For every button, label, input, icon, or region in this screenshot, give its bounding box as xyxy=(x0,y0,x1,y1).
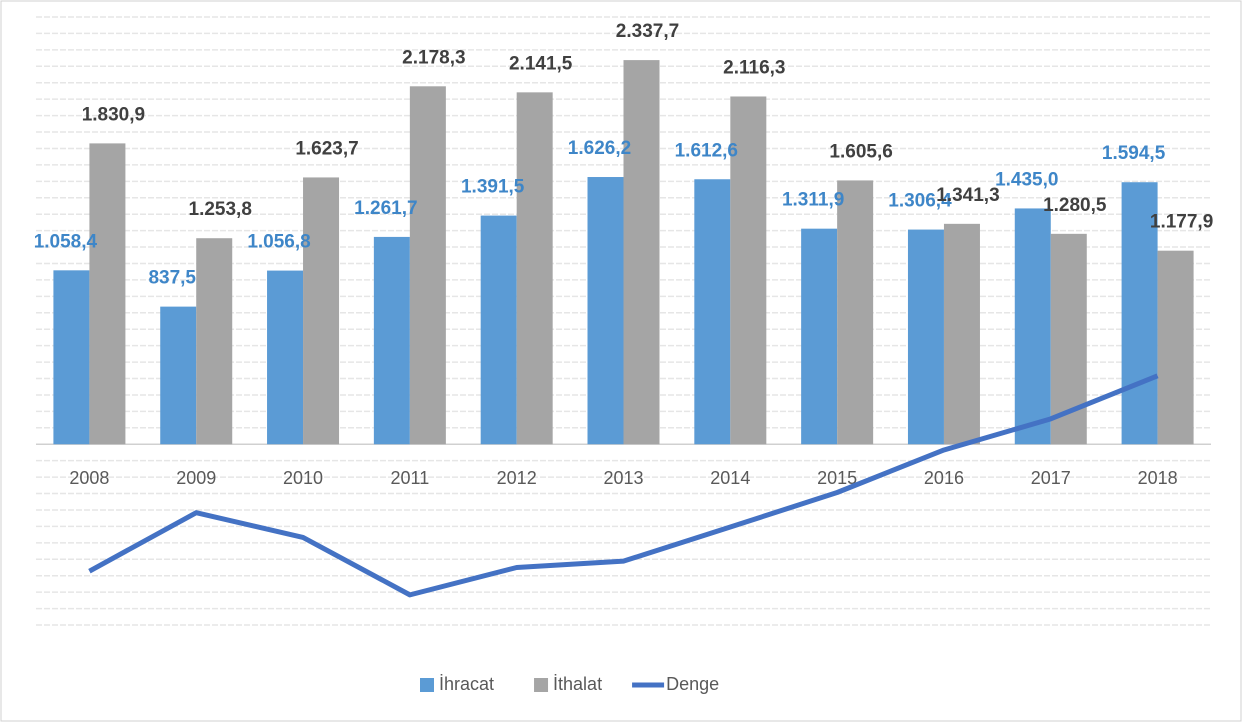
data-label: 1.623,7 xyxy=(295,138,358,159)
x-tick-label: 2009 xyxy=(176,468,216,488)
bar xyxy=(160,306,197,445)
data-label: 1.605,6 xyxy=(829,141,892,162)
data-label: 2.337,7 xyxy=(616,21,679,42)
x-tick-label: 2017 xyxy=(1031,468,1071,488)
x-tick-label: 2014 xyxy=(710,468,750,488)
data-label: 1.612,6 xyxy=(675,140,738,161)
x-tick-label: 2008 xyxy=(69,468,109,488)
data-label: 1.830,9 xyxy=(82,104,145,125)
bar xyxy=(943,223,980,445)
bar xyxy=(1157,250,1194,445)
x-tick-label: 2018 xyxy=(1138,468,1178,488)
data-label: 1.341,3 xyxy=(936,185,999,206)
bar xyxy=(801,228,838,445)
bar xyxy=(409,86,446,445)
bar xyxy=(89,143,126,445)
line xyxy=(88,373,1159,598)
x-tick-label: 2010 xyxy=(283,468,323,488)
bar xyxy=(623,60,660,445)
x-tick-label: 2016 xyxy=(924,468,964,488)
x-tick-label: 2011 xyxy=(391,468,430,488)
x-tick-label: 2015 xyxy=(817,468,857,488)
bar xyxy=(53,270,90,445)
legend-label: Denge xyxy=(666,674,719,694)
x-tick-label: 2013 xyxy=(603,468,643,488)
bar xyxy=(907,229,944,445)
data-label: 1.058,4 xyxy=(34,231,98,252)
data-label: 1.306,4 xyxy=(888,191,952,212)
bar xyxy=(373,236,410,445)
bar xyxy=(516,92,553,445)
data-label: 1.056,8 xyxy=(247,232,310,253)
legend-label: İhracat xyxy=(439,674,494,694)
data-label: 837,5 xyxy=(148,268,196,289)
data-label: 2.178,3 xyxy=(402,47,465,68)
data-label: 2.116,3 xyxy=(723,57,785,78)
data-label: 1.261,7 xyxy=(354,198,417,219)
data-label: 1.280,5 xyxy=(1043,195,1107,216)
bar xyxy=(1014,208,1051,445)
data-label: 1.311,9 xyxy=(782,190,844,211)
data-label: 2.141,5 xyxy=(509,53,573,74)
bar xyxy=(694,179,731,445)
bar xyxy=(267,270,304,445)
legend-swatch xyxy=(534,678,549,692)
bar xyxy=(303,177,340,445)
bar xyxy=(1121,182,1158,445)
data-label: 1.626,2 xyxy=(568,138,631,159)
data-label: 1.391,5 xyxy=(461,177,525,198)
data-label: 1.435,0 xyxy=(995,169,1058,190)
data-label: 1.594,5 xyxy=(1102,143,1166,164)
legend-label: İthalat xyxy=(553,674,602,694)
x-tick-label: 2012 xyxy=(497,468,537,488)
legend-swatch xyxy=(420,678,434,692)
bar xyxy=(837,180,874,445)
bar xyxy=(480,215,517,445)
bar xyxy=(587,177,624,445)
data-label: 1.253,8 xyxy=(189,199,252,220)
data-label: 1.177,9 xyxy=(1150,212,1213,233)
bar xyxy=(196,238,233,445)
bar xyxy=(730,96,767,445)
